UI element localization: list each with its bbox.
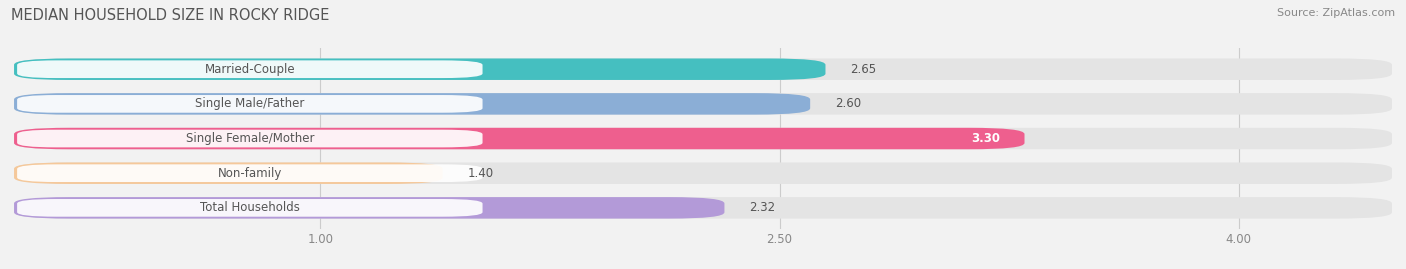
FancyBboxPatch shape bbox=[17, 164, 482, 182]
FancyBboxPatch shape bbox=[14, 93, 810, 115]
Text: 1.40: 1.40 bbox=[467, 167, 494, 180]
FancyBboxPatch shape bbox=[17, 199, 482, 217]
Text: Source: ZipAtlas.com: Source: ZipAtlas.com bbox=[1277, 8, 1395, 18]
FancyBboxPatch shape bbox=[14, 58, 1392, 80]
FancyBboxPatch shape bbox=[14, 162, 1392, 184]
FancyBboxPatch shape bbox=[17, 95, 482, 113]
Text: Married-Couple: Married-Couple bbox=[204, 63, 295, 76]
Text: MEDIAN HOUSEHOLD SIZE IN ROCKY RIDGE: MEDIAN HOUSEHOLD SIZE IN ROCKY RIDGE bbox=[11, 8, 329, 23]
Text: 3.30: 3.30 bbox=[972, 132, 1000, 145]
FancyBboxPatch shape bbox=[14, 93, 1392, 115]
FancyBboxPatch shape bbox=[14, 197, 724, 219]
FancyBboxPatch shape bbox=[14, 197, 1392, 219]
FancyBboxPatch shape bbox=[14, 128, 1025, 149]
Text: Single Male/Father: Single Male/Father bbox=[195, 97, 305, 110]
Text: 2.32: 2.32 bbox=[749, 201, 775, 214]
Text: 2.65: 2.65 bbox=[851, 63, 876, 76]
FancyBboxPatch shape bbox=[14, 128, 1392, 149]
Text: 2.60: 2.60 bbox=[835, 97, 860, 110]
Text: Non-family: Non-family bbox=[218, 167, 283, 180]
Text: Single Female/Mother: Single Female/Mother bbox=[186, 132, 314, 145]
FancyBboxPatch shape bbox=[17, 130, 482, 147]
FancyBboxPatch shape bbox=[17, 60, 482, 78]
FancyBboxPatch shape bbox=[14, 58, 825, 80]
FancyBboxPatch shape bbox=[14, 162, 443, 184]
Text: Total Households: Total Households bbox=[200, 201, 299, 214]
